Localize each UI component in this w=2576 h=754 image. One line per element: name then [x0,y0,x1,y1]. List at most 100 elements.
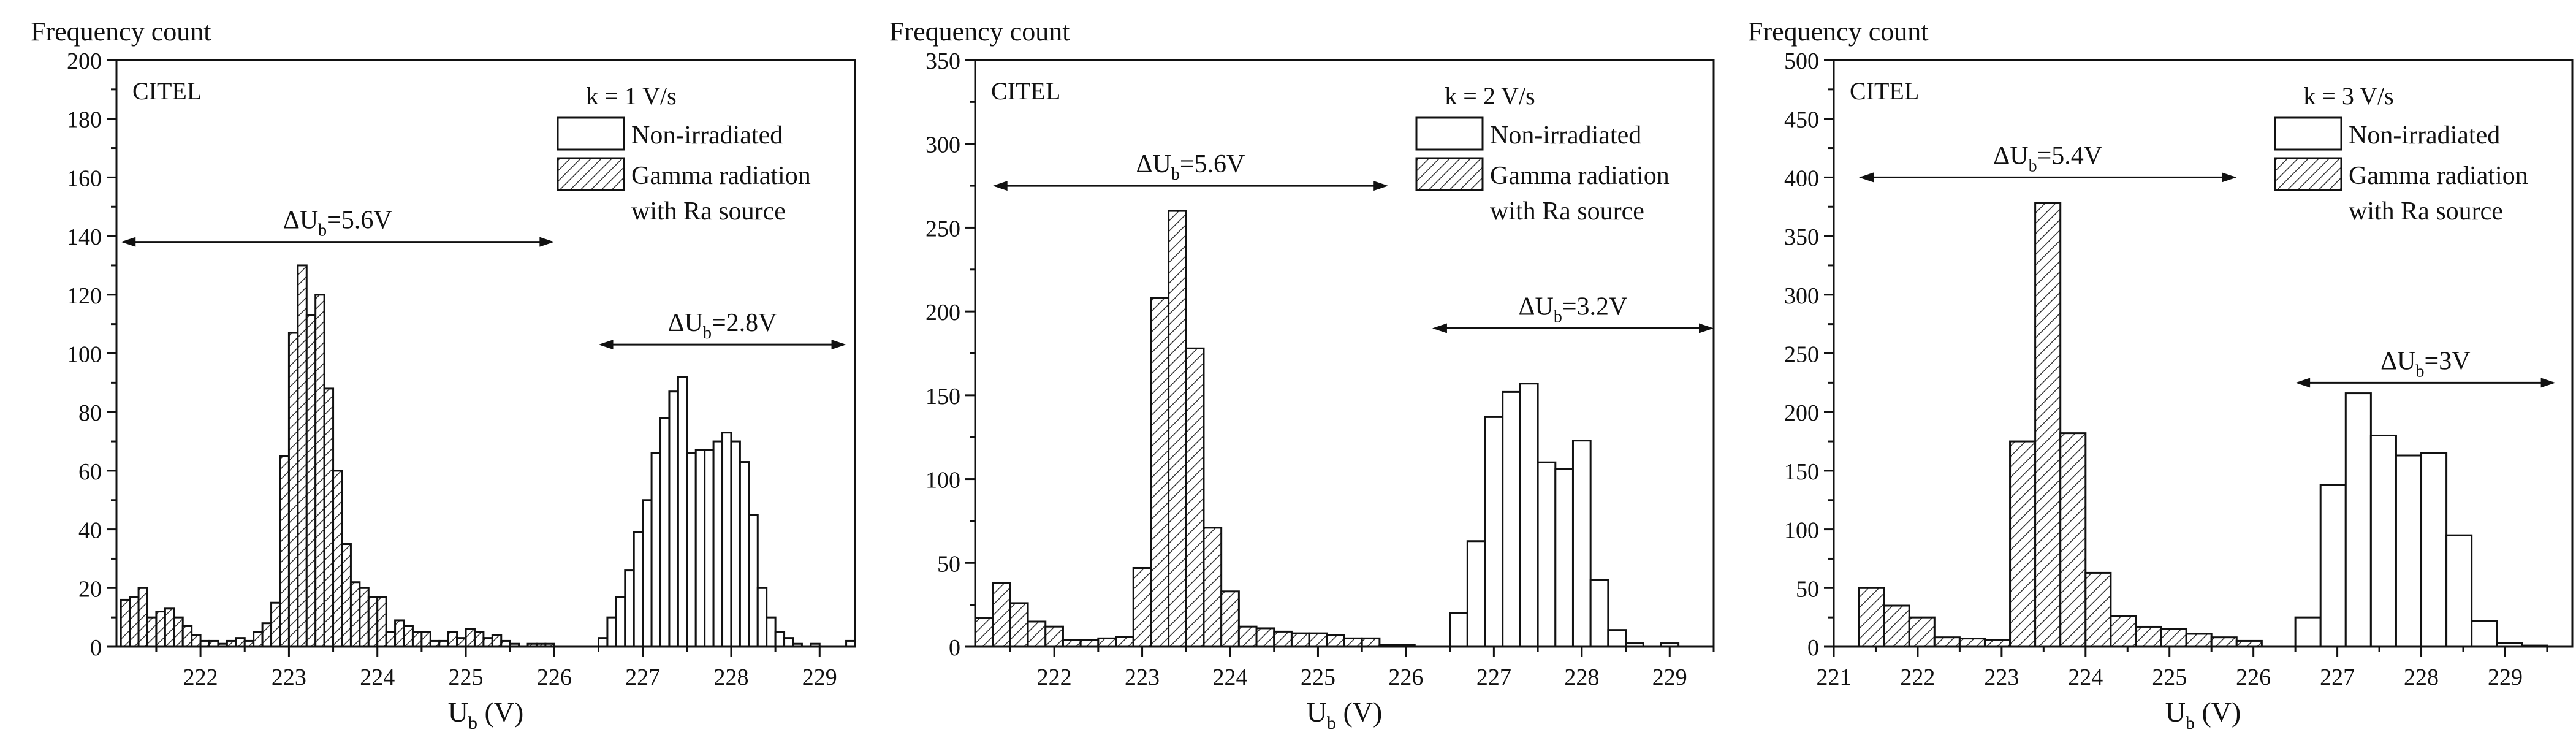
gamma-bar [1858,587,1885,648]
gamma-bar [2084,571,2112,648]
non-irradiated-bar [721,432,732,648]
gamma-bar [270,601,281,648]
gamma-bar [1883,604,1910,648]
legend-label-non-irradiated: Non-irradiated [1490,121,1641,150]
gamma-bar [1361,637,1381,648]
annotation-arrowhead-right [831,340,846,350]
y-tick-label: 200 [1784,400,1819,426]
non-irradiated-bar [1589,579,1609,648]
annotation-sub: b [2029,156,2037,175]
gamma-bar [129,596,140,648]
gamma-bar [287,332,299,648]
gamma-bar [1009,602,1029,648]
delta-annotation: ΔUb=5.4V [1859,142,2237,183]
gamma-bar [465,628,476,648]
legend: Non-irradiated Gamma radiation with Ra sou… [557,116,811,226]
y-axis-title: Frequency count [889,17,1070,47]
gamma-bar [181,625,193,648]
gamma-bar [482,637,493,648]
non-irradiated-series [1449,383,1680,648]
x-axis-title: Ub (V) [448,696,524,733]
gamma-bar [332,470,343,648]
non-irradiated-bar [2445,534,2473,648]
annotation-value: =2.8V [712,309,777,337]
gamma-bar [1308,632,1328,648]
annotation-sub: b [703,324,712,343]
gamma-bar [155,611,166,648]
non-irradiated-bar [686,452,697,648]
annotation-arrowhead-right [2540,378,2556,388]
delta-annotation: ΔUb=3V [2295,347,2556,388]
gamma-bar [191,634,202,648]
x-tick-label: 226 [537,665,572,690]
gamma-bar [2059,432,2087,648]
legend-label-gamma-line2: with Ra source [631,197,786,226]
gamma-bar [341,543,352,648]
legend-label-non-irradiated: Non-irradiated [631,121,783,150]
non-irradiated-bar [783,637,794,648]
y-tick-label: 400 [1784,166,1819,191]
corner-label: CITEL [132,77,202,105]
annotation-delta: ΔU [668,309,703,337]
non-irradiated-bar [1466,540,1486,648]
y-tick-label: 300 [1784,283,1819,309]
y-tick-label: 120 [67,283,102,309]
x-axis-title-main: U [2165,696,2186,728]
gamma-bar [349,581,361,648]
x-tick-label: 226 [1388,665,1423,690]
gamma-bar [1255,627,1275,648]
gamma-bar [376,596,387,648]
x-axis-title-sub: b [2186,713,2195,733]
legend-swatch-non-irradiated [557,116,625,151]
x-tick-label: 223 [272,665,306,690]
non-irradiated-bar [1537,461,1557,648]
annotation-arrowhead-left [598,340,614,350]
gamma-bar [1933,636,1961,648]
x-axis-title-sub: b [1327,713,1336,733]
gamma-bar [1185,347,1205,648]
gamma-bar [974,617,994,648]
gamma-bar [403,625,414,648]
annotation-value: =5.6V [327,207,392,235]
legend-swatch-gamma [1415,157,1484,191]
x-tick-label: 229 [802,665,837,690]
gamma-bar [491,634,503,648]
y-tick-label: 20 [78,576,102,602]
gamma-bar [1343,637,1363,648]
x-tick-label: 227 [2320,665,2355,690]
condition-label: k = 2 V/s [1445,82,1535,110]
non-irradiated-bar [704,449,715,648]
y-tick-label: 200 [925,300,960,326]
x-axis-title: Ub (V) [1307,696,1383,733]
gamma-bar [1079,639,1100,648]
gamma-bar [1908,616,1936,648]
gamma-bar [1220,590,1240,648]
gamma-bar [164,607,175,648]
gamma-bar [297,264,308,648]
non-irradiated-bar [694,449,706,648]
gamma-bar [1958,638,1986,648]
legend-label-gamma-line2: with Ra source [1490,197,1644,226]
legend-label-gamma-line1: Gamma radiation [1490,162,1670,190]
y-tick-label: 100 [67,342,102,368]
y-tick-label: 80 [78,400,102,426]
gamma-bar [1150,297,1170,648]
y-tick-label: 150 [925,384,960,409]
legend-label-non-irradiated: Non-irradiated [2349,121,2500,150]
non-irradiated-bar [624,569,635,648]
x-tick-label: 222 [183,665,218,690]
gamma-bar [359,587,370,648]
gamma-bar [173,616,184,648]
annotation-label: ΔUb=3.2V [1519,292,1628,326]
x-tick-label: 225 [449,665,484,690]
non-irradiated-bar [748,514,759,648]
non-irradiated-bar [739,461,750,648]
non-irradiated-bar [1571,440,1592,648]
delta-annotation: ΔUb=3.2V [1432,292,1714,333]
annotation-label: ΔUb=2.8V [668,309,777,343]
y-tick-label: 100 [1784,518,1819,544]
gamma-bar [137,587,149,648]
gamma-bar [2160,628,2187,648]
x-tick-label: 228 [1564,665,1599,690]
corner-label: CITEL [991,77,1060,105]
